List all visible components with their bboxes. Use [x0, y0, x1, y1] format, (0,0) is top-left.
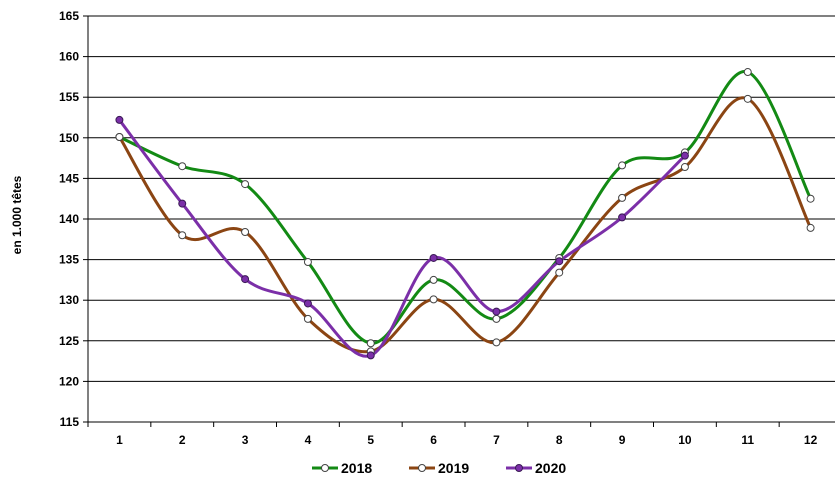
legend-marker-2018: [321, 464, 329, 472]
data-point-2019: [241, 227, 250, 236]
x-tick-label: 2: [179, 433, 186, 447]
data-point-2019: [555, 268, 564, 277]
gridlines: [88, 15, 835, 423]
y-tick-label: 145: [59, 171, 79, 185]
x-tick-label: 5: [367, 433, 374, 447]
data-point-2018: [366, 339, 375, 348]
y-tick-label: 120: [59, 374, 79, 388]
series-line-2020: [117, 118, 687, 358]
legend-label-2018: 2018: [341, 460, 372, 476]
x-tick-label: 10: [678, 433, 692, 447]
legend-label-2020: 2020: [535, 460, 566, 476]
x-tick-label: 8: [556, 433, 563, 447]
data-point-2020: [618, 213, 627, 222]
data-point-2019: [429, 295, 438, 304]
x-tick-label: 4: [305, 433, 312, 447]
data-point-2018: [743, 68, 752, 77]
y-tick-label: 115: [60, 415, 80, 429]
legend-marker-2019: [418, 464, 426, 472]
x-tick-label: 6: [430, 433, 437, 447]
x-tick-label: 1: [116, 433, 123, 447]
x-tick-label: 9: [619, 433, 626, 447]
y-tick-label: 155: [59, 90, 79, 104]
data-point-2020: [492, 307, 501, 316]
data-point-2018: [303, 258, 312, 267]
y-tick-label: 160: [59, 50, 79, 64]
data-point-2020: [680, 151, 689, 160]
data-point-2019: [492, 338, 501, 347]
data-point-2020: [366, 351, 375, 360]
y-tick-label: 135: [59, 253, 79, 267]
series-line-2018: [117, 70, 813, 345]
series-line-2019: [117, 96, 813, 354]
series-lines: [117, 70, 813, 358]
data-point-2020: [241, 275, 250, 284]
y-tick-label: 165: [59, 9, 79, 23]
data-point-2019: [806, 223, 815, 232]
data-point-2019: [618, 193, 627, 202]
y-axis-label: en 1.000 têtes: [10, 175, 24, 254]
legend-label-2019: 2019: [438, 460, 469, 476]
legend-marker-2020: [515, 464, 523, 472]
data-point-2018: [618, 161, 627, 170]
x-tick-label: 3: [242, 433, 249, 447]
data-markers: [115, 68, 815, 360]
y-tick-label: 130: [59, 293, 79, 307]
y-tick-label: 125: [59, 334, 79, 348]
x-tick-label: 12: [804, 433, 818, 447]
data-point-2019: [303, 314, 312, 323]
x-tick-label: 7: [493, 433, 500, 447]
data-point-2020: [429, 253, 438, 262]
data-point-2020: [178, 199, 187, 208]
data-point-2019: [178, 231, 187, 240]
y-tick-label: 140: [59, 212, 79, 226]
data-point-2020: [115, 115, 124, 124]
axes: [83, 15, 835, 427]
y-tick-label: 150: [59, 131, 79, 145]
data-point-2020: [303, 299, 312, 308]
data-point-2018: [241, 180, 250, 189]
data-point-2020: [555, 257, 564, 266]
data-point-2018: [429, 275, 438, 284]
data-point-2018: [492, 314, 501, 323]
data-point-2018: [806, 194, 815, 203]
data-point-2019: [115, 132, 124, 141]
x-tick-label: 11: [741, 433, 754, 447]
data-point-2019: [680, 163, 689, 172]
data-point-2018: [178, 162, 187, 171]
data-point-2019: [743, 94, 752, 103]
legend: 2018 2019 2020: [312, 460, 566, 476]
